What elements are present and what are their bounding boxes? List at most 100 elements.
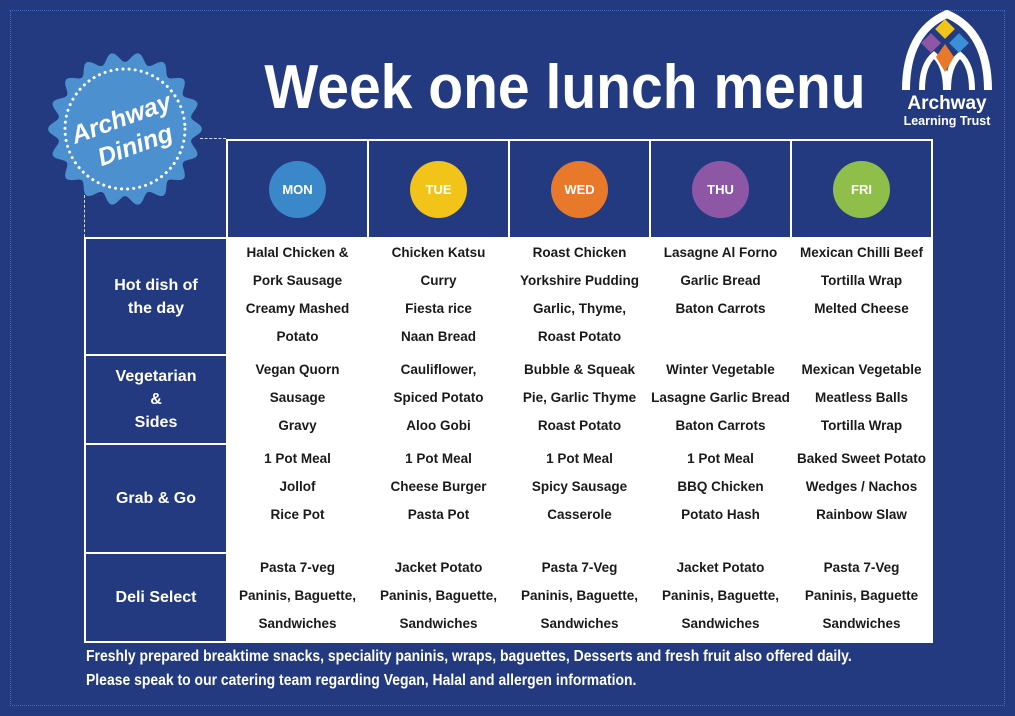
day-header-mon: MON — [226, 139, 369, 239]
menu-cell-mon: 1 Pot Meal Jollof Rice Pot — [226, 443, 369, 554]
menu-item: Vegan Quorn — [255, 362, 340, 377]
menu-row: Grab & Go 1 Pot Meal Jollof Rice Pot 1 Pot M… — [84, 443, 933, 554]
menu-cell-mon: Halal Chicken & Pork Sausage Creamy Mashed… — [226, 237, 369, 356]
menu-item: BBQ Chicken — [677, 479, 764, 494]
menu-item: 1 Pot Meal — [687, 451, 754, 466]
day-circle: THU — [692, 160, 749, 218]
menu-item: Roast Potato — [537, 418, 622, 433]
menu-cell-mon: Vegan Quorn Sausage Gravy — [226, 354, 369, 445]
menu-item: Roast Potato — [537, 329, 622, 344]
dashed-connector — [200, 138, 226, 139]
menu-item: Jollof — [279, 479, 316, 494]
row-label-line: Hot dish of — [114, 276, 198, 294]
row-label: Grab & Go — [84, 443, 228, 554]
day-circle: FRI — [833, 160, 890, 218]
archway-learning-trust-logo: Archway Learning Trust — [902, 10, 992, 128]
menu-item: Baked Sweet Potato — [796, 451, 927, 466]
menu-cell-fri: Pasta 7-Veg Paninis, Baguette Sandwiches — [790, 552, 933, 643]
menu-item: Sausage — [269, 390, 326, 405]
menu-cell-tue: Cauliflower, Spiced Potato Aloo Gobi — [367, 354, 510, 445]
menu-item: Naan Bread — [400, 329, 477, 344]
menu-item: Rainbow Slaw — [816, 507, 907, 522]
menu-cell-thu: Jacket Potato Paninis, Baguette, Sandwiche… — [649, 552, 792, 643]
day-header-fri: FRI — [790, 139, 933, 239]
menu-item: Sandwiches — [399, 616, 478, 631]
menu-item: Lasagne Al Forno — [663, 245, 778, 260]
menu-item: 1 Pot Meal — [405, 451, 472, 466]
menu-item: Baton Carrots — [675, 418, 766, 433]
menu-item: Jacket Potato — [394, 560, 483, 575]
row-label: Deli Select — [84, 552, 228, 643]
menu-item: Yorkshire Pudding — [519, 273, 639, 288]
row-label-line: & — [150, 391, 162, 408]
menu-item: Sandwiches — [681, 616, 760, 631]
menu-item: Winter Vegetable — [666, 362, 775, 377]
menu-cell-fri: Baked Sweet Potato Wedges / Nachos Rainbow… — [790, 443, 933, 554]
menu-cell-tue: Chicken Katsu Curry Fiesta rice Naan Bread — [367, 237, 510, 356]
archway-dining-badge: Archway Dining — [48, 53, 202, 205]
menu-item: Mexican Chilli Beef — [799, 245, 924, 260]
menu-item: Paninis, Baguette, — [379, 588, 498, 603]
menu-item: Gravy — [278, 418, 317, 433]
menu-item: Pasta 7-Veg — [541, 560, 618, 575]
menu-cell-mon: Pasta 7-veg Paninis, Baguette, Sandwiches — [226, 552, 369, 643]
row-label: Hot dish of the day — [84, 237, 228, 356]
menu-cell-wed: 1 Pot Meal Spicy Sausage Casserole — [508, 443, 651, 554]
menu-item: Wedges / Nachos — [805, 479, 918, 494]
menu-item: Mexican Vegetable — [801, 362, 922, 377]
menu-item: Aloo Gobi — [406, 418, 471, 433]
menu-cell-wed: Bubble & Squeak Pie, Garlic Thyme Roast Po… — [508, 354, 651, 445]
row-label: Vegetarian & Sides — [84, 354, 228, 445]
menu-item: Pasta Pot — [407, 507, 470, 522]
menu-item: Halal Chicken & — [246, 245, 349, 260]
menu-item: Sandwiches — [822, 616, 901, 631]
menu-item: Pie, Garlic Thyme — [522, 390, 637, 405]
day-header-row: MON TUE WED THU FRI — [85, 139, 933, 239]
menu-item: 1 Pot Meal — [546, 451, 613, 466]
menu-cell-fri: Mexican Chilli Beef Tortilla Wrap Melted C… — [790, 237, 933, 356]
footer-notes: Freshly prepared breaktime snacks, speci… — [86, 645, 852, 693]
menu-item: Baton Carrots — [675, 301, 766, 316]
menu-item: Bubble & Squeak — [523, 362, 636, 377]
menu-item: Paninis, Baguette, — [661, 588, 780, 603]
row-label-line: Deli Select — [115, 589, 197, 606]
menu-item: Roast Chicken — [532, 245, 627, 260]
menu-item: Paninis, Baguette — [804, 588, 919, 603]
row-label-line: Grab & Go — [115, 490, 196, 507]
logo-line1: Archway — [907, 93, 987, 114]
menu-row: Hot dish of the day Halal Chicken & Pork Sa… — [84, 237, 933, 356]
menu-item: Sandwiches — [540, 616, 619, 631]
menu-item: 1 Pot Meal — [264, 451, 331, 466]
day-circle: MON — [269, 160, 326, 218]
row-label-line: Sides — [134, 414, 178, 431]
menu-item: Pasta 7-veg — [259, 560, 336, 575]
dashed-connector — [84, 195, 85, 237]
menu-cell-thu: Winter Vegetable Lasagne Garlic Bread Bato… — [649, 354, 792, 445]
menu-item: Lasagne Garlic Bread — [651, 390, 790, 405]
day-header-tue: TUE — [367, 139, 510, 239]
page-border — [10, 10, 1005, 706]
menu-item: Creamy Mashed — [245, 301, 350, 316]
day-header-wed: WED — [508, 139, 651, 239]
footer-line: Freshly prepared breaktime snacks, speci… — [86, 648, 852, 665]
menu-cell-thu: Lasagne Al Forno Garlic Bread Baton Carrot… — [649, 237, 792, 356]
menu-item: Cauliflower, — [400, 362, 477, 377]
day-circle: TUE — [410, 160, 467, 218]
menu-item: Curry — [420, 273, 457, 288]
menu-item: Garlic Bread — [680, 273, 761, 288]
logo-line2: Learning Trust — [904, 114, 992, 128]
menu-row: Deli Select Pasta 7-veg Paninis, Baguette,… — [84, 552, 933, 643]
menu-cell-thu: 1 Pot Meal BBQ Chicken Potato Hash — [649, 443, 792, 554]
menu-item: Rice Pot — [270, 507, 325, 522]
menu-item: Cheese Burger — [390, 479, 487, 494]
menu-item: Garlic, Thyme, — [532, 301, 627, 316]
menu-item: Spicy Sausage — [531, 479, 628, 494]
corner-cell — [85, 140, 227, 238]
menu-item: Paninis, Baguette, — [238, 588, 357, 603]
menu-item: Potato Hash — [681, 507, 760, 522]
menu-cell-tue: Jacket Potato Paninis, Baguette, Sandwiche… — [367, 552, 510, 643]
menu-item: Paninis, Baguette, — [520, 588, 639, 603]
menu-row: Vegetarian & Sides Vegan Quorn Sausage Gravy C… — [84, 354, 933, 445]
menu-item: Pasta 7-Veg — [823, 560, 900, 575]
menu-item: Pork Sausage — [252, 273, 343, 288]
